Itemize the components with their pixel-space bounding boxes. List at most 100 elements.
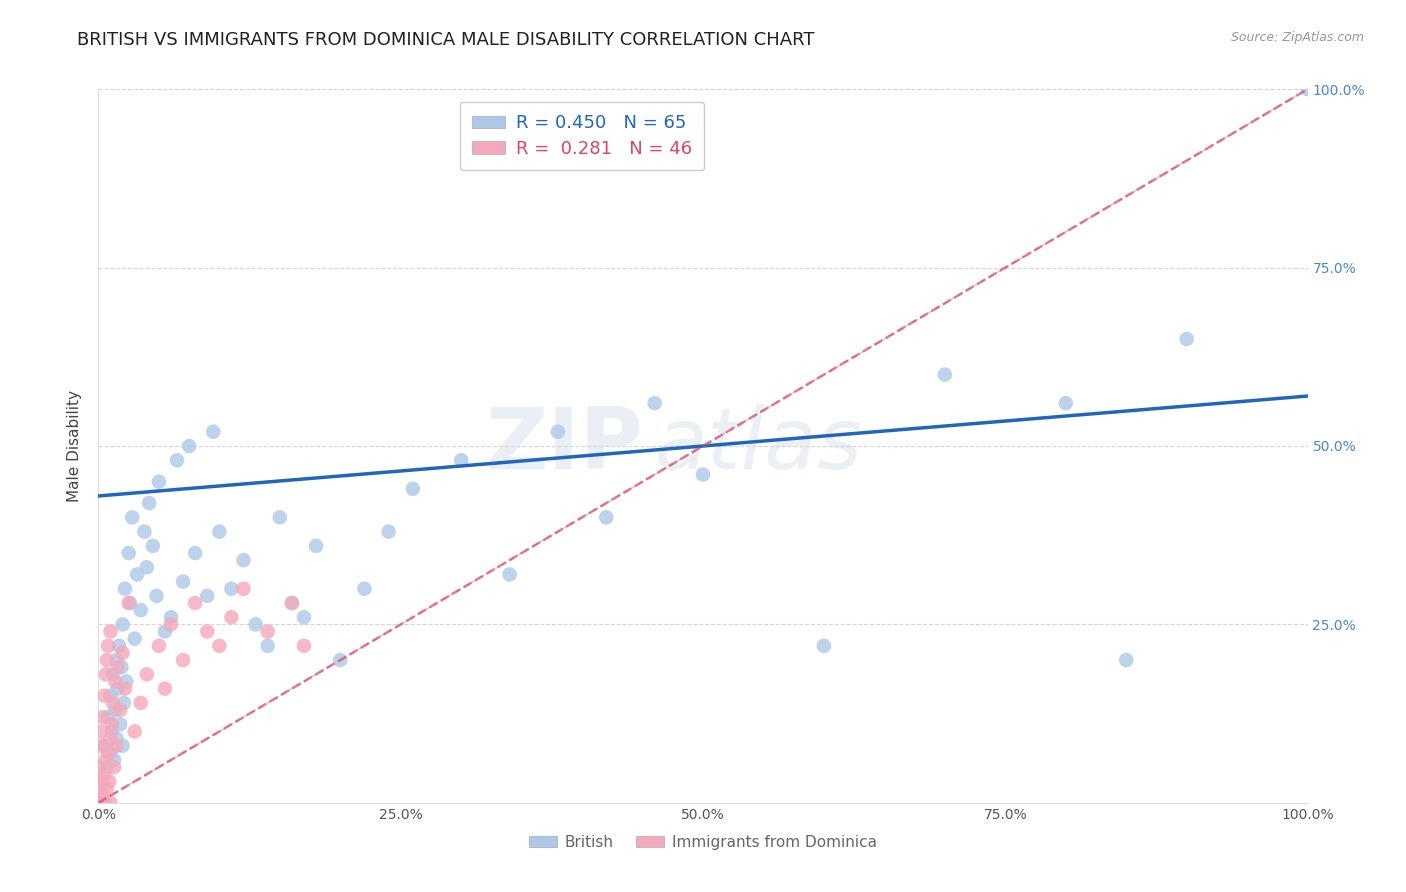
Point bbox=[179, 439, 201, 453]
Text: ZIP: ZIP bbox=[485, 404, 643, 488]
Point bbox=[100, 717, 122, 731]
Point bbox=[644, 396, 666, 410]
Point bbox=[256, 639, 278, 653]
Point bbox=[89, 760, 111, 774]
Point bbox=[118, 596, 141, 610]
Point bbox=[121, 510, 143, 524]
Point bbox=[1296, 82, 1319, 96]
Point bbox=[97, 639, 120, 653]
Point bbox=[100, 731, 122, 746]
Point bbox=[94, 753, 117, 767]
Point bbox=[91, 710, 114, 724]
Point bbox=[94, 667, 117, 681]
Point bbox=[153, 681, 176, 696]
Point bbox=[90, 796, 112, 810]
Point bbox=[124, 724, 146, 739]
Point bbox=[98, 774, 121, 789]
Point bbox=[105, 739, 128, 753]
Point bbox=[129, 696, 152, 710]
Point bbox=[148, 475, 170, 489]
Point bbox=[166, 453, 188, 467]
Point bbox=[93, 767, 115, 781]
Point bbox=[184, 546, 207, 560]
Point bbox=[105, 653, 128, 667]
Point bbox=[104, 703, 127, 717]
Point bbox=[118, 596, 141, 610]
Point bbox=[160, 617, 183, 632]
Point bbox=[305, 539, 328, 553]
Point bbox=[114, 681, 136, 696]
Point bbox=[111, 646, 134, 660]
Point bbox=[245, 617, 267, 632]
Point bbox=[692, 467, 714, 482]
Point bbox=[202, 425, 225, 439]
Point bbox=[135, 560, 157, 574]
Point bbox=[353, 582, 375, 596]
Point bbox=[595, 510, 617, 524]
Point bbox=[813, 639, 835, 653]
Text: Source: ZipAtlas.com: Source: ZipAtlas.com bbox=[1230, 31, 1364, 45]
Point bbox=[97, 710, 120, 724]
Point bbox=[208, 524, 231, 539]
Point bbox=[115, 674, 138, 689]
Point bbox=[104, 674, 127, 689]
Point bbox=[221, 610, 243, 624]
Point bbox=[114, 582, 136, 596]
Point bbox=[172, 653, 194, 667]
Point bbox=[498, 567, 520, 582]
Point bbox=[148, 639, 170, 653]
Point bbox=[91, 724, 114, 739]
Point bbox=[450, 453, 472, 467]
Point bbox=[547, 425, 569, 439]
Point bbox=[142, 539, 165, 553]
Point bbox=[129, 603, 152, 617]
Point bbox=[221, 582, 243, 596]
Point bbox=[110, 660, 132, 674]
Point bbox=[934, 368, 956, 382]
Point bbox=[107, 660, 129, 674]
Point bbox=[281, 596, 304, 610]
Point bbox=[1054, 396, 1077, 410]
Point bbox=[93, 689, 115, 703]
Point bbox=[100, 689, 122, 703]
Point bbox=[111, 739, 134, 753]
Legend: British, Immigrants from Dominica: British, Immigrants from Dominica bbox=[523, 829, 883, 855]
Point bbox=[1115, 653, 1137, 667]
Point bbox=[108, 703, 131, 717]
Point bbox=[402, 482, 425, 496]
Point bbox=[89, 781, 111, 796]
Point bbox=[101, 667, 124, 681]
Point bbox=[118, 546, 141, 560]
Point bbox=[135, 667, 157, 681]
Point bbox=[195, 624, 218, 639]
Point bbox=[377, 524, 399, 539]
Point bbox=[97, 746, 120, 760]
Point bbox=[153, 624, 176, 639]
Point bbox=[93, 739, 115, 753]
Point bbox=[105, 731, 128, 746]
Point bbox=[124, 632, 146, 646]
Y-axis label: Male Disability: Male Disability bbox=[67, 390, 83, 502]
Point bbox=[127, 567, 149, 582]
Point bbox=[232, 582, 254, 596]
Point bbox=[292, 639, 315, 653]
Point bbox=[100, 796, 122, 810]
Point bbox=[232, 553, 254, 567]
Point bbox=[103, 760, 125, 774]
Point bbox=[96, 653, 118, 667]
Point bbox=[93, 796, 115, 810]
Point bbox=[103, 753, 125, 767]
Point bbox=[281, 596, 304, 610]
Point bbox=[172, 574, 194, 589]
Point bbox=[101, 696, 124, 710]
Point bbox=[160, 610, 183, 624]
Point bbox=[96, 760, 118, 774]
Point bbox=[111, 617, 134, 632]
Point bbox=[91, 774, 114, 789]
Point bbox=[145, 589, 167, 603]
Point bbox=[329, 653, 352, 667]
Point bbox=[269, 510, 291, 524]
Point bbox=[108, 639, 131, 653]
Point bbox=[208, 639, 231, 653]
Point bbox=[90, 739, 112, 753]
